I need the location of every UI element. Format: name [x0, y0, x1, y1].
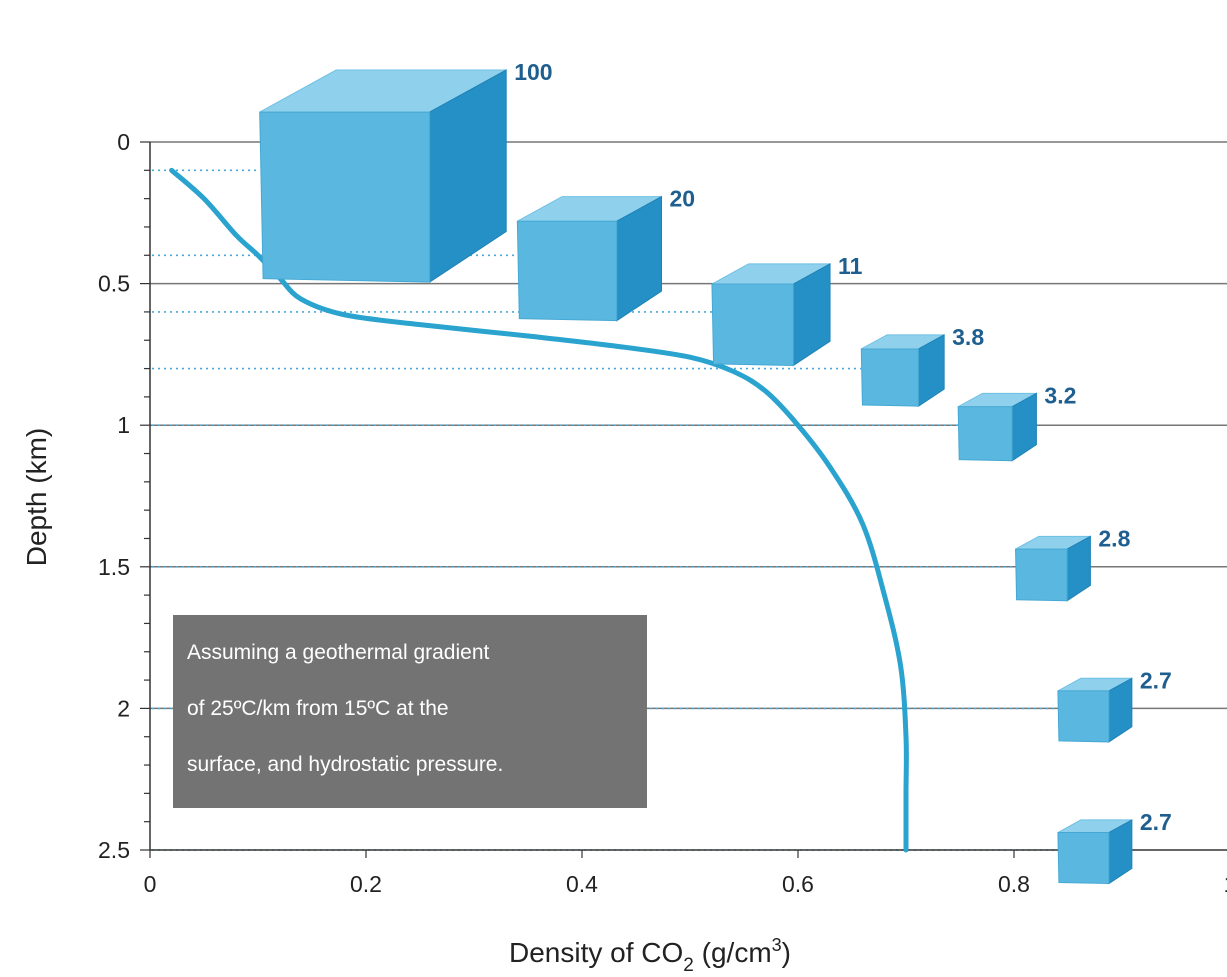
assumption-note-box	[173, 615, 647, 808]
y-tick-label: 1	[117, 412, 130, 438]
x-axis-title-unit: (g/cm	[694, 937, 772, 968]
cube-front-face	[1015, 548, 1068, 602]
x-axis-title-main: Density of CO	[509, 937, 683, 968]
axis-titles: Depth (km) Density of CO2 (g/cm3)	[21, 428, 791, 976]
y-tick-label: 0.5	[98, 271, 130, 297]
axes: 0 0.5 1 1.5 2 2.5 0 0.2 0.4 0.6 0.8 1	[98, 129, 1227, 897]
volume-cube	[711, 263, 831, 367]
x-axis-title-superscript: 3	[772, 935, 782, 955]
cube-volume-label: 3.2	[1044, 382, 1076, 408]
x-tick-label: 1	[1224, 871, 1227, 897]
x-axis-title-subscript: 2	[683, 955, 694, 976]
cube-front-face	[516, 220, 618, 322]
volume-cube	[860, 333, 945, 408]
cube-front-face	[1057, 690, 1110, 743]
volume-cube	[1015, 535, 1091, 602]
x-tick-label: 0.4	[566, 871, 598, 897]
x-axis-title-unit-close: )	[782, 937, 791, 968]
cube-front-face	[860, 348, 919, 407]
y-tick-label: 0	[117, 129, 130, 155]
volume-cubes: 100 20 11 3.8 3.2 2.8 2.7 2.7	[259, 59, 1172, 885]
cube-volume-label: 2.8	[1098, 525, 1130, 551]
cube-front-face	[711, 283, 794, 366]
assumption-note-line: Assuming a geothermal gradient	[187, 641, 490, 664]
volume-cube	[259, 69, 507, 284]
y-tick-label: 2	[117, 695, 130, 721]
volume-cube	[516, 195, 662, 322]
cube-volume-label: 100	[514, 59, 552, 85]
volume-cube	[1057, 819, 1133, 885]
assumption-note-line: of 25ºC/km from 15ºC at the	[187, 697, 449, 720]
cube-volume-label: 3.8	[952, 324, 984, 350]
volume-cube	[957, 392, 1037, 462]
y-tick-label: 2.5	[98, 837, 130, 863]
x-tick-label: 0.8	[998, 871, 1030, 897]
x-tick-label: 0	[144, 871, 157, 897]
x-tick-label: 0.2	[350, 871, 382, 897]
y-tick-label: 1.5	[98, 554, 130, 580]
assumption-note: Assuming a geothermal gradient of 25ºC/km…	[173, 615, 647, 808]
cube-front-face	[259, 111, 431, 283]
x-tick-label: 0.6	[782, 871, 814, 897]
cube-volume-label: 20	[669, 186, 695, 212]
cube-volume-label: 2.7	[1140, 809, 1172, 835]
cube-volume-label: 11	[838, 253, 863, 279]
y-axis-title: Depth (km)	[21, 428, 52, 566]
cube-front-face	[1057, 832, 1110, 885]
assumption-note-line: surface, and hydrostatic pressure.	[187, 753, 503, 776]
x-axis-title: Density of CO2 (g/cm3)	[509, 935, 791, 976]
cube-volume-label: 2.7	[1140, 667, 1172, 693]
volume-cube	[1057, 677, 1133, 743]
cube-front-face	[957, 406, 1013, 462]
